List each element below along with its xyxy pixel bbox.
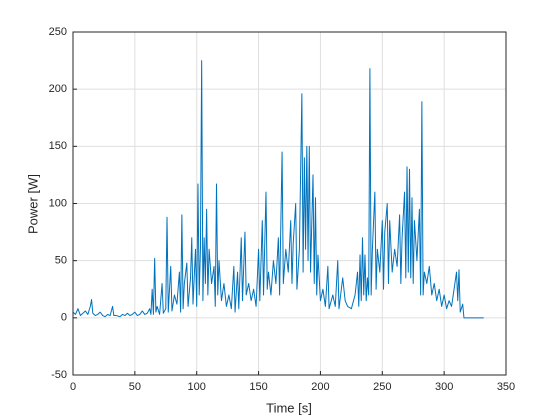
x-tick-label: 250 xyxy=(373,381,391,393)
x-tick-label: 350 xyxy=(497,381,515,393)
x-tick-label: 50 xyxy=(129,381,141,393)
x-tick-label: 0 xyxy=(70,381,76,393)
y-axis-label: Power [W] xyxy=(25,174,40,234)
y-tick-label: 200 xyxy=(49,83,67,95)
x-tick-label: 100 xyxy=(188,381,206,393)
x-tick-label: 150 xyxy=(249,381,267,393)
x-tick-label: 300 xyxy=(435,381,453,393)
y-tick-label: 150 xyxy=(49,140,67,152)
x-axis-label: Time [s] xyxy=(266,400,312,415)
y-tick-label: 250 xyxy=(49,26,67,38)
y-tick-label: 0 xyxy=(61,312,67,324)
x-tick-label: 200 xyxy=(311,381,329,393)
data-line xyxy=(72,60,484,319)
y-tick-label: -50 xyxy=(51,369,67,381)
axes-box xyxy=(72,31,507,376)
y-tick-label: 100 xyxy=(49,197,67,209)
y-tick-label: 50 xyxy=(55,255,67,267)
